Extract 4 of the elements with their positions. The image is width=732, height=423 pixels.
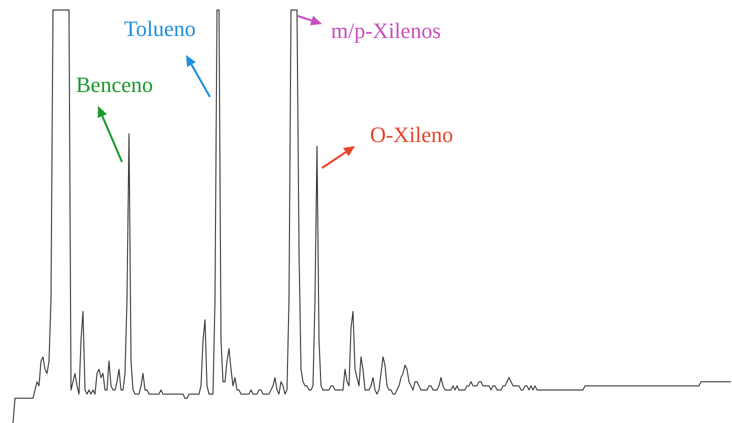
- annotation: Tolueno: [124, 16, 196, 41]
- annotation: O-Xileno: [370, 122, 454, 147]
- annotation: m/p-Xilenos: [331, 18, 441, 43]
- annotation: Benceno: [76, 72, 153, 97]
